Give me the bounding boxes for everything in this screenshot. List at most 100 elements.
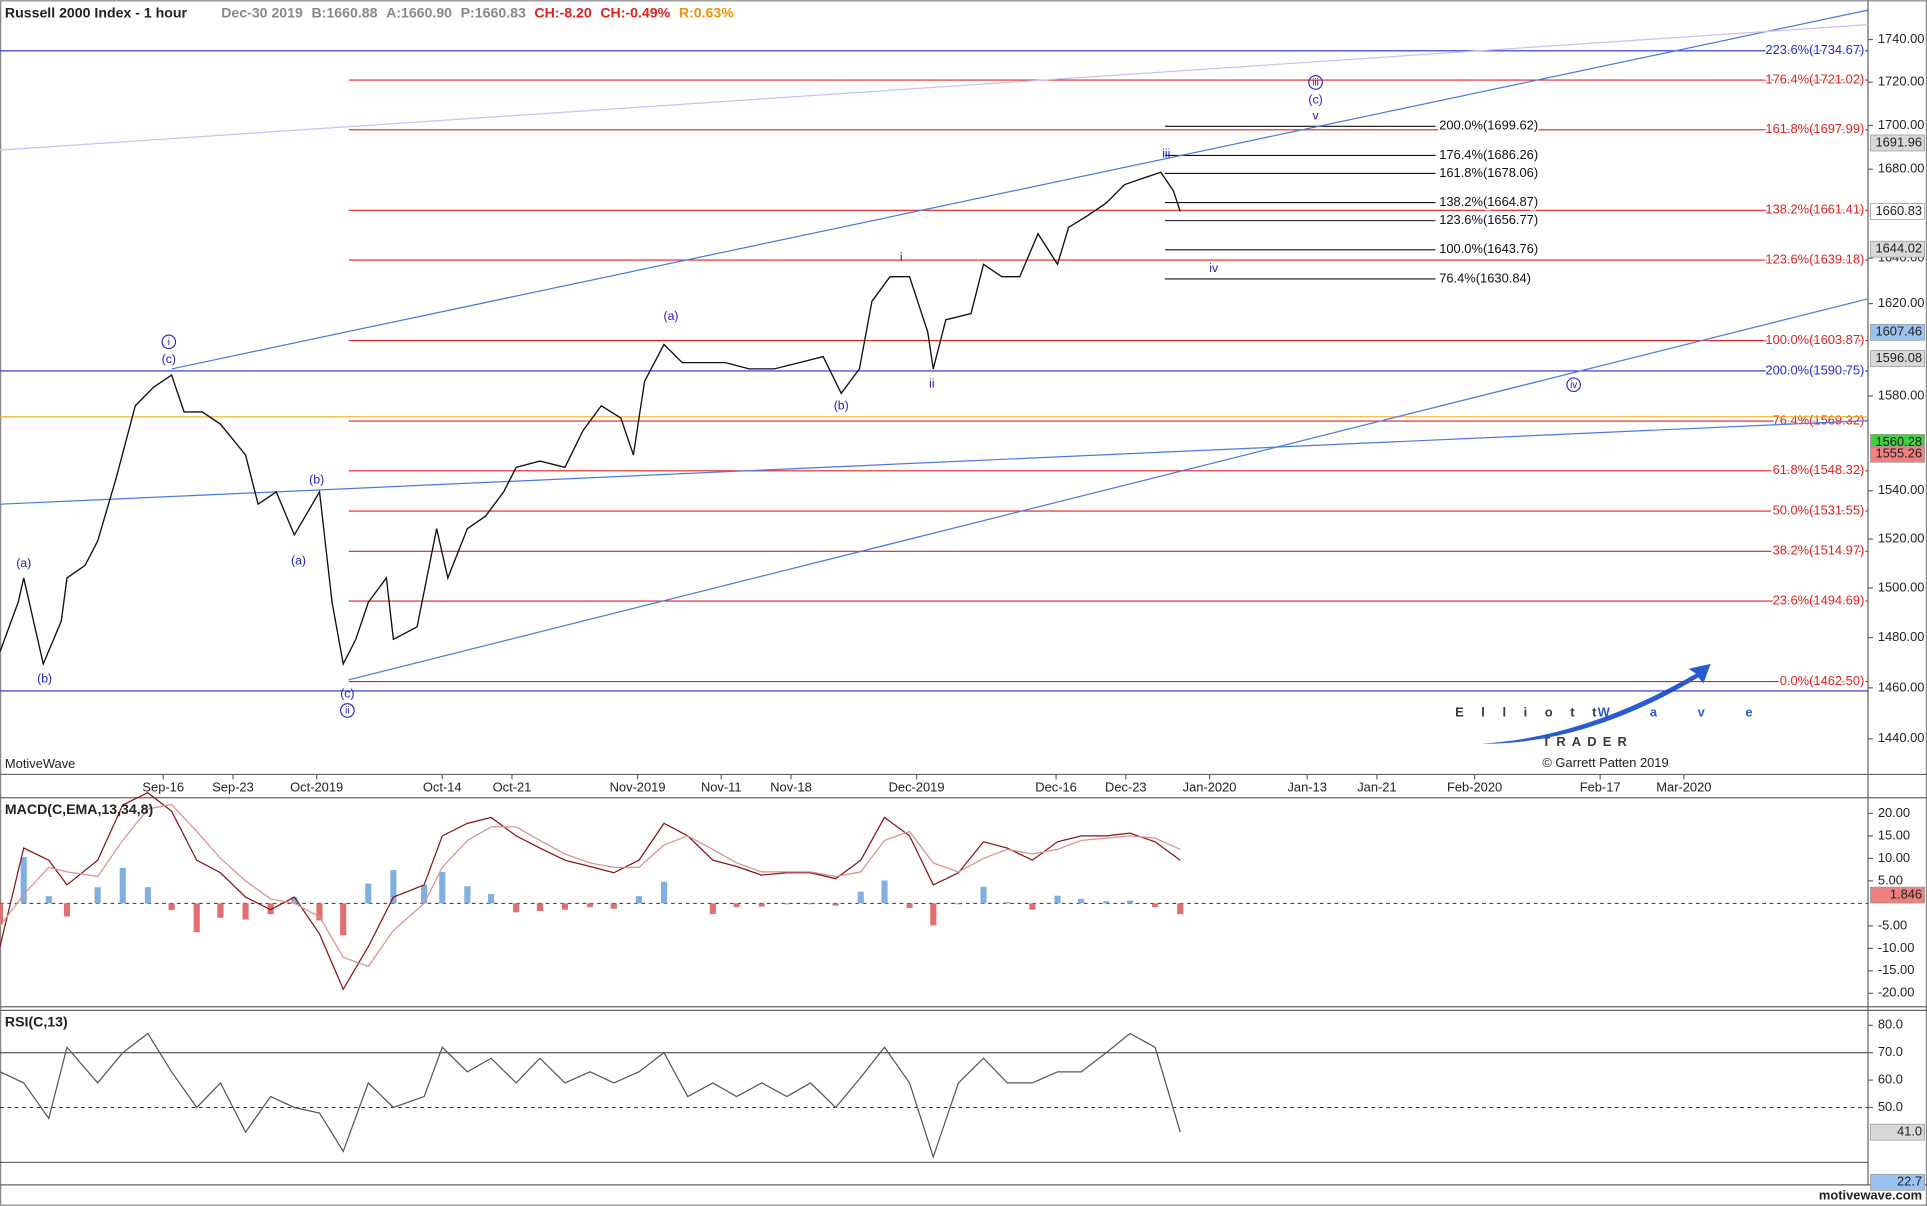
platform-name: MotiveWave — [5, 756, 75, 771]
histogram-bar — [709, 903, 716, 915]
histogram-bar — [439, 871, 446, 904]
quote-item: P:1660.83 — [461, 4, 526, 20]
histogram-bar — [94, 887, 101, 904]
histogram-bar — [45, 896, 52, 904]
quote-item: CH:-8.20 — [534, 4, 591, 20]
price-badge — [1870, 445, 1925, 463]
histogram-bar — [610, 903, 617, 909]
trendline — [0, 24, 1869, 151]
histogram-bar — [783, 903, 790, 905]
fib-label: 161.8%(1678.06) — [1439, 165, 1538, 180]
wave-label: (b) — [309, 472, 324, 486]
price-badge-label: 1596.08 — [1875, 350, 1922, 365]
price-badge-label: 1560.28 — [1875, 434, 1922, 449]
wave-label: iv — [1209, 261, 1219, 275]
x-tick-label: Jan-21 — [1357, 779, 1396, 794]
wave-circle — [340, 703, 355, 718]
wave-label: ii — [345, 706, 349, 717]
wave-label: (b) — [37, 671, 52, 685]
fib-label: 176.4%(1721.02) — [1765, 71, 1864, 86]
price-badge — [1870, 886, 1925, 904]
fib-label: 23.6%(1494.69) — [1773, 593, 1865, 608]
wave-label: (c) — [162, 352, 176, 366]
price-badge-label: 1555.26 — [1875, 446, 1922, 461]
price-badge — [1870, 240, 1925, 258]
histogram-bar — [660, 881, 668, 904]
price-badge-label: 1660.83 — [1875, 203, 1922, 218]
wave-label: (a) — [291, 553, 306, 567]
histogram-bar — [758, 903, 765, 907]
histogram-bar — [587, 903, 594, 907]
y-tick-label: 5.00 — [1878, 872, 1903, 887]
fib-label: 76.4%(1569.32) — [1773, 412, 1865, 427]
wave-circle — [161, 334, 177, 350]
indicator-line — [0, 803, 1181, 968]
price-badge-label: 41.0 — [1897, 1124, 1922, 1139]
indicator-line — [0, 1032, 1181, 1159]
y-tick-label: -5.00 — [1878, 917, 1907, 932]
y-tick-label: 60.0 — [1878, 1072, 1903, 1087]
fib-label: 100.0%(1603.87) — [1765, 332, 1864, 347]
fib-label: 123.6%(1639.18) — [1765, 251, 1864, 266]
chart-title: Russell 2000 Index - 1 hour — [5, 4, 188, 20]
x-tick-label: Oct-14 — [423, 779, 462, 794]
fib-label: 200.0%(1590.75) — [1765, 362, 1864, 377]
x-tick-label: Dec-23 — [1105, 779, 1147, 794]
y-tick-label: -20.00 — [1878, 985, 1915, 1000]
histogram-bar — [365, 883, 372, 904]
fib-label: 100.0%(1643.76) — [1439, 241, 1538, 256]
x-tick-label: Sep-16 — [142, 779, 184, 794]
fib-label: 161.8%(1697.99) — [1765, 121, 1864, 136]
x-tick-label: Jan-2020 — [1183, 779, 1237, 794]
histogram-bar — [1054, 895, 1061, 904]
histogram-bar — [1103, 901, 1110, 904]
price-badge — [1870, 350, 1925, 367]
histogram-bar — [291, 897, 298, 904]
y-tick-label: 1500.00 — [1878, 579, 1925, 594]
y-tick-label: -15.00 — [1878, 962, 1915, 977]
price-badge-label: 1691.96 — [1875, 134, 1922, 149]
histogram-bar — [20, 857, 27, 904]
wave-label: (a) — [16, 556, 31, 570]
histogram-bar — [1152, 903, 1159, 907]
histogram-bar — [316, 903, 323, 921]
wave-circle — [1308, 75, 1323, 90]
histogram-bar — [487, 893, 495, 904]
wave-label: (b) — [834, 399, 849, 413]
histogram-bar — [980, 886, 987, 904]
fib-label: 0.0%(1462.50) — [1780, 673, 1865, 688]
histogram-bar — [536, 903, 543, 912]
histogram-bar — [267, 903, 274, 915]
y-tick-label: 80.0 — [1878, 1017, 1903, 1032]
wave-label: iii — [1312, 78, 1319, 89]
histogram-bar — [63, 903, 71, 917]
logo-text: TRADER — [1542, 734, 1633, 749]
price-badge — [1870, 1123, 1925, 1141]
trendline — [348, 298, 1869, 681]
fib-label: 123.6%(1656.77) — [1439, 212, 1538, 227]
x-tick-label: Sep-23 — [212, 779, 254, 794]
price-badge — [1870, 203, 1925, 220]
x-tick-label: Feb-17 — [1580, 779, 1621, 794]
quote-item: Dec-30 2019 — [221, 4, 303, 20]
fib-label: 200.0%(1699.62) — [1439, 118, 1538, 133]
y-tick-label: 1520.00 — [1878, 530, 1925, 545]
y-tick-label: 70.0 — [1878, 1044, 1903, 1059]
fib-label: 50.0%(1531.55) — [1773, 502, 1865, 517]
histogram-bar — [906, 903, 913, 908]
x-tick-label: Nov-11 — [701, 779, 742, 794]
histogram-bar — [144, 887, 151, 904]
x-tick-label: Mar-2020 — [1656, 779, 1711, 794]
panel-title: RSI(C,13) — [5, 1013, 68, 1029]
y-tick-label: 15.00 — [1878, 827, 1910, 842]
y-tick-label: 1720.00 — [1878, 74, 1925, 89]
y-tick-label: -10.00 — [1878, 940, 1915, 955]
y-tick-label: 20.00 — [1878, 805, 1910, 820]
price-badge-label: 1.846 — [1890, 886, 1922, 901]
histogram-bar — [1004, 902, 1011, 904]
fib-label: 38.2%(1514.97) — [1773, 543, 1865, 558]
site-name: motivewave.com — [1819, 1187, 1922, 1202]
